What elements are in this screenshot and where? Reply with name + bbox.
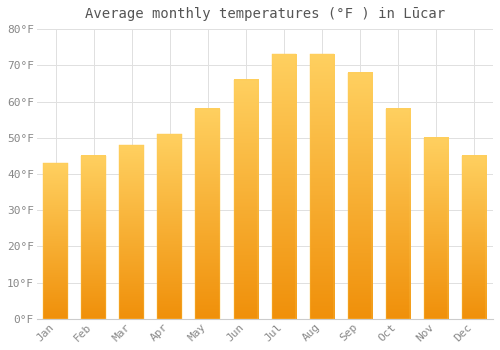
Title: Average monthly temperatures (°F ) in Lūcar: Average monthly temperatures (°F ) in Lū…	[85, 7, 445, 21]
